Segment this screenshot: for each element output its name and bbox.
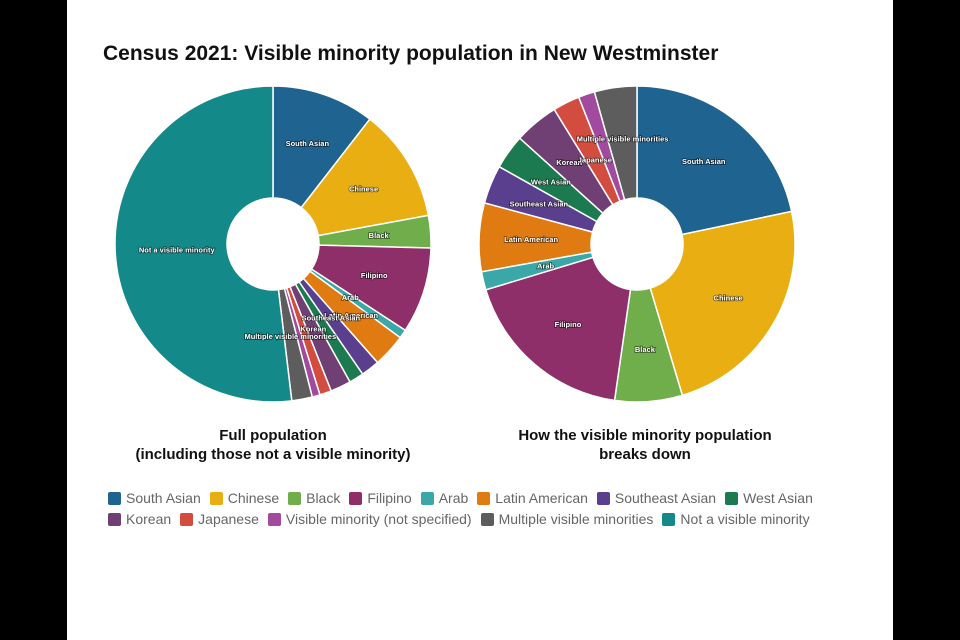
slice-label-arab: Arab xyxy=(342,293,360,302)
legend-item-korean[interactable]: Korean xyxy=(108,509,171,529)
slice-filipino xyxy=(484,256,632,402)
slice-label-filipino: Filipino xyxy=(361,271,388,280)
slice-label-latin-american: Latin American xyxy=(324,311,378,320)
legend-swatch xyxy=(209,491,223,505)
slice-label-korean: Korean xyxy=(556,158,582,167)
legend-item-japanese[interactable]: Japanese xyxy=(180,509,259,529)
legend-row: South Asian Chinese Black Filipino Arab Latin… xyxy=(108,488,868,508)
legend-label: Japanese xyxy=(198,511,259,527)
legend-label: Filipino xyxy=(367,490,412,506)
caption-line: How the visible minority population xyxy=(518,427,772,444)
slice-not-a-visible-minority xyxy=(114,85,293,403)
donut-chart-visible-minority-breakdown: South Asian Chinese Black Filipino Arab Latin… xyxy=(478,85,796,403)
legend-item-west-asian[interactable]: West Asian xyxy=(725,488,813,508)
legend-label: Korean xyxy=(126,511,172,527)
slice-label-japanese: Japanese xyxy=(578,155,612,164)
legend-swatch xyxy=(662,512,676,526)
legend-item-multiple-visible-minorities[interactable]: Multiple visible minorities xyxy=(480,509,654,529)
legend-label: Chinese xyxy=(227,490,280,506)
slice-label-black: Black xyxy=(635,345,656,354)
chart-panel: Census 2021: Visible minority population… xyxy=(67,0,893,640)
legend-label: South Asian xyxy=(126,490,201,506)
slice-label-chinese: Chinese xyxy=(349,184,378,193)
legend-item-latin-american[interactable]: Latin American xyxy=(477,488,588,508)
legend-label: Arab xyxy=(438,490,469,506)
legend: South Asian Chinese Black Filipino Arab Latin… xyxy=(108,488,868,530)
caption-visible-minority-breakdown: How the visible minority population brea… xyxy=(465,426,825,464)
legend-label: West Asian xyxy=(743,490,813,506)
legend-item-filipino[interactable]: Filipino xyxy=(349,488,412,508)
slice-label-chinese: Chinese xyxy=(714,294,743,303)
legend-swatch xyxy=(480,512,494,526)
legend-label: Not a visible minority xyxy=(680,511,810,527)
legend-swatch xyxy=(420,491,434,505)
legend-item-visible-minority-not-specified[interactable]: Visible minority (not specified) xyxy=(267,509,472,529)
slice-label-black: Black xyxy=(369,231,390,240)
slice-label-multiple-visible-minorities: Multiple visible minorities xyxy=(244,332,336,341)
legend-item-arab[interactable]: Arab xyxy=(420,488,469,508)
caption-line: Full population xyxy=(219,427,327,444)
slice-chinese xyxy=(300,118,430,237)
slice-label-filipino: Filipino xyxy=(555,320,582,329)
slice-label-latin-american: Latin American xyxy=(504,235,558,244)
slice-label-arab: Arab xyxy=(537,261,555,270)
slice-label-korean: Korean xyxy=(300,324,326,333)
legend-swatch xyxy=(349,491,363,505)
legend-item-black[interactable]: Black xyxy=(288,488,340,508)
slice-label-southeast-asian: Southeast Asian xyxy=(510,199,569,208)
legend-swatch xyxy=(725,491,739,505)
legend-label: Visible minority (not specified) xyxy=(285,511,472,527)
legend-item-south-asian[interactable]: South Asian xyxy=(108,488,201,508)
slice-label-south-asian: South Asian xyxy=(286,139,330,148)
legend-label: Southeast Asian xyxy=(614,490,717,506)
legend-item-chinese[interactable]: Chinese xyxy=(209,488,280,508)
legend-swatch xyxy=(596,491,610,505)
slice-multiple-visible-minorities xyxy=(593,85,638,201)
legend-swatch xyxy=(180,512,194,526)
legend-swatch xyxy=(267,512,281,526)
legend-label: Multiple visible minorities xyxy=(498,511,654,527)
slice-south-asian xyxy=(636,85,793,236)
slice-label-south-asian: South Asian xyxy=(682,157,726,166)
slice-label-southeast-asian: Southeast Asian xyxy=(302,314,361,323)
slice-label-west-asian: West Asian xyxy=(531,178,571,187)
caption-line: breaks down xyxy=(599,446,691,463)
chart-title: Census 2021: Visible minority population… xyxy=(103,42,719,65)
slice-label-not-a-visible-minority: Not a visible minority xyxy=(139,245,216,254)
legend-label: Latin American xyxy=(495,490,588,506)
slice-chinese xyxy=(649,210,796,397)
slice-label-multiple-visible-minorities: Multiple visible minorities xyxy=(577,134,669,143)
legend-swatch xyxy=(108,491,121,505)
legend-label: Black xyxy=(306,490,341,506)
donut-chart-full-population: South Asian Chinese Black Filipino Arab Latin… xyxy=(114,85,432,403)
caption-line: (including those not a visible minority) xyxy=(135,446,411,463)
legend-swatch xyxy=(477,491,491,505)
caption-full-population: Full population (including those not a v… xyxy=(93,426,453,464)
legend-row: Korean Japanese Visible minority (not spec… xyxy=(108,509,868,529)
legend-swatch xyxy=(288,491,302,505)
legend-swatch xyxy=(108,512,121,526)
legend-item-southeast-asian[interactable]: Southeast Asian xyxy=(596,488,717,508)
legend-item-not-a-visible-minority[interactable]: Not a visible minority xyxy=(662,509,810,529)
